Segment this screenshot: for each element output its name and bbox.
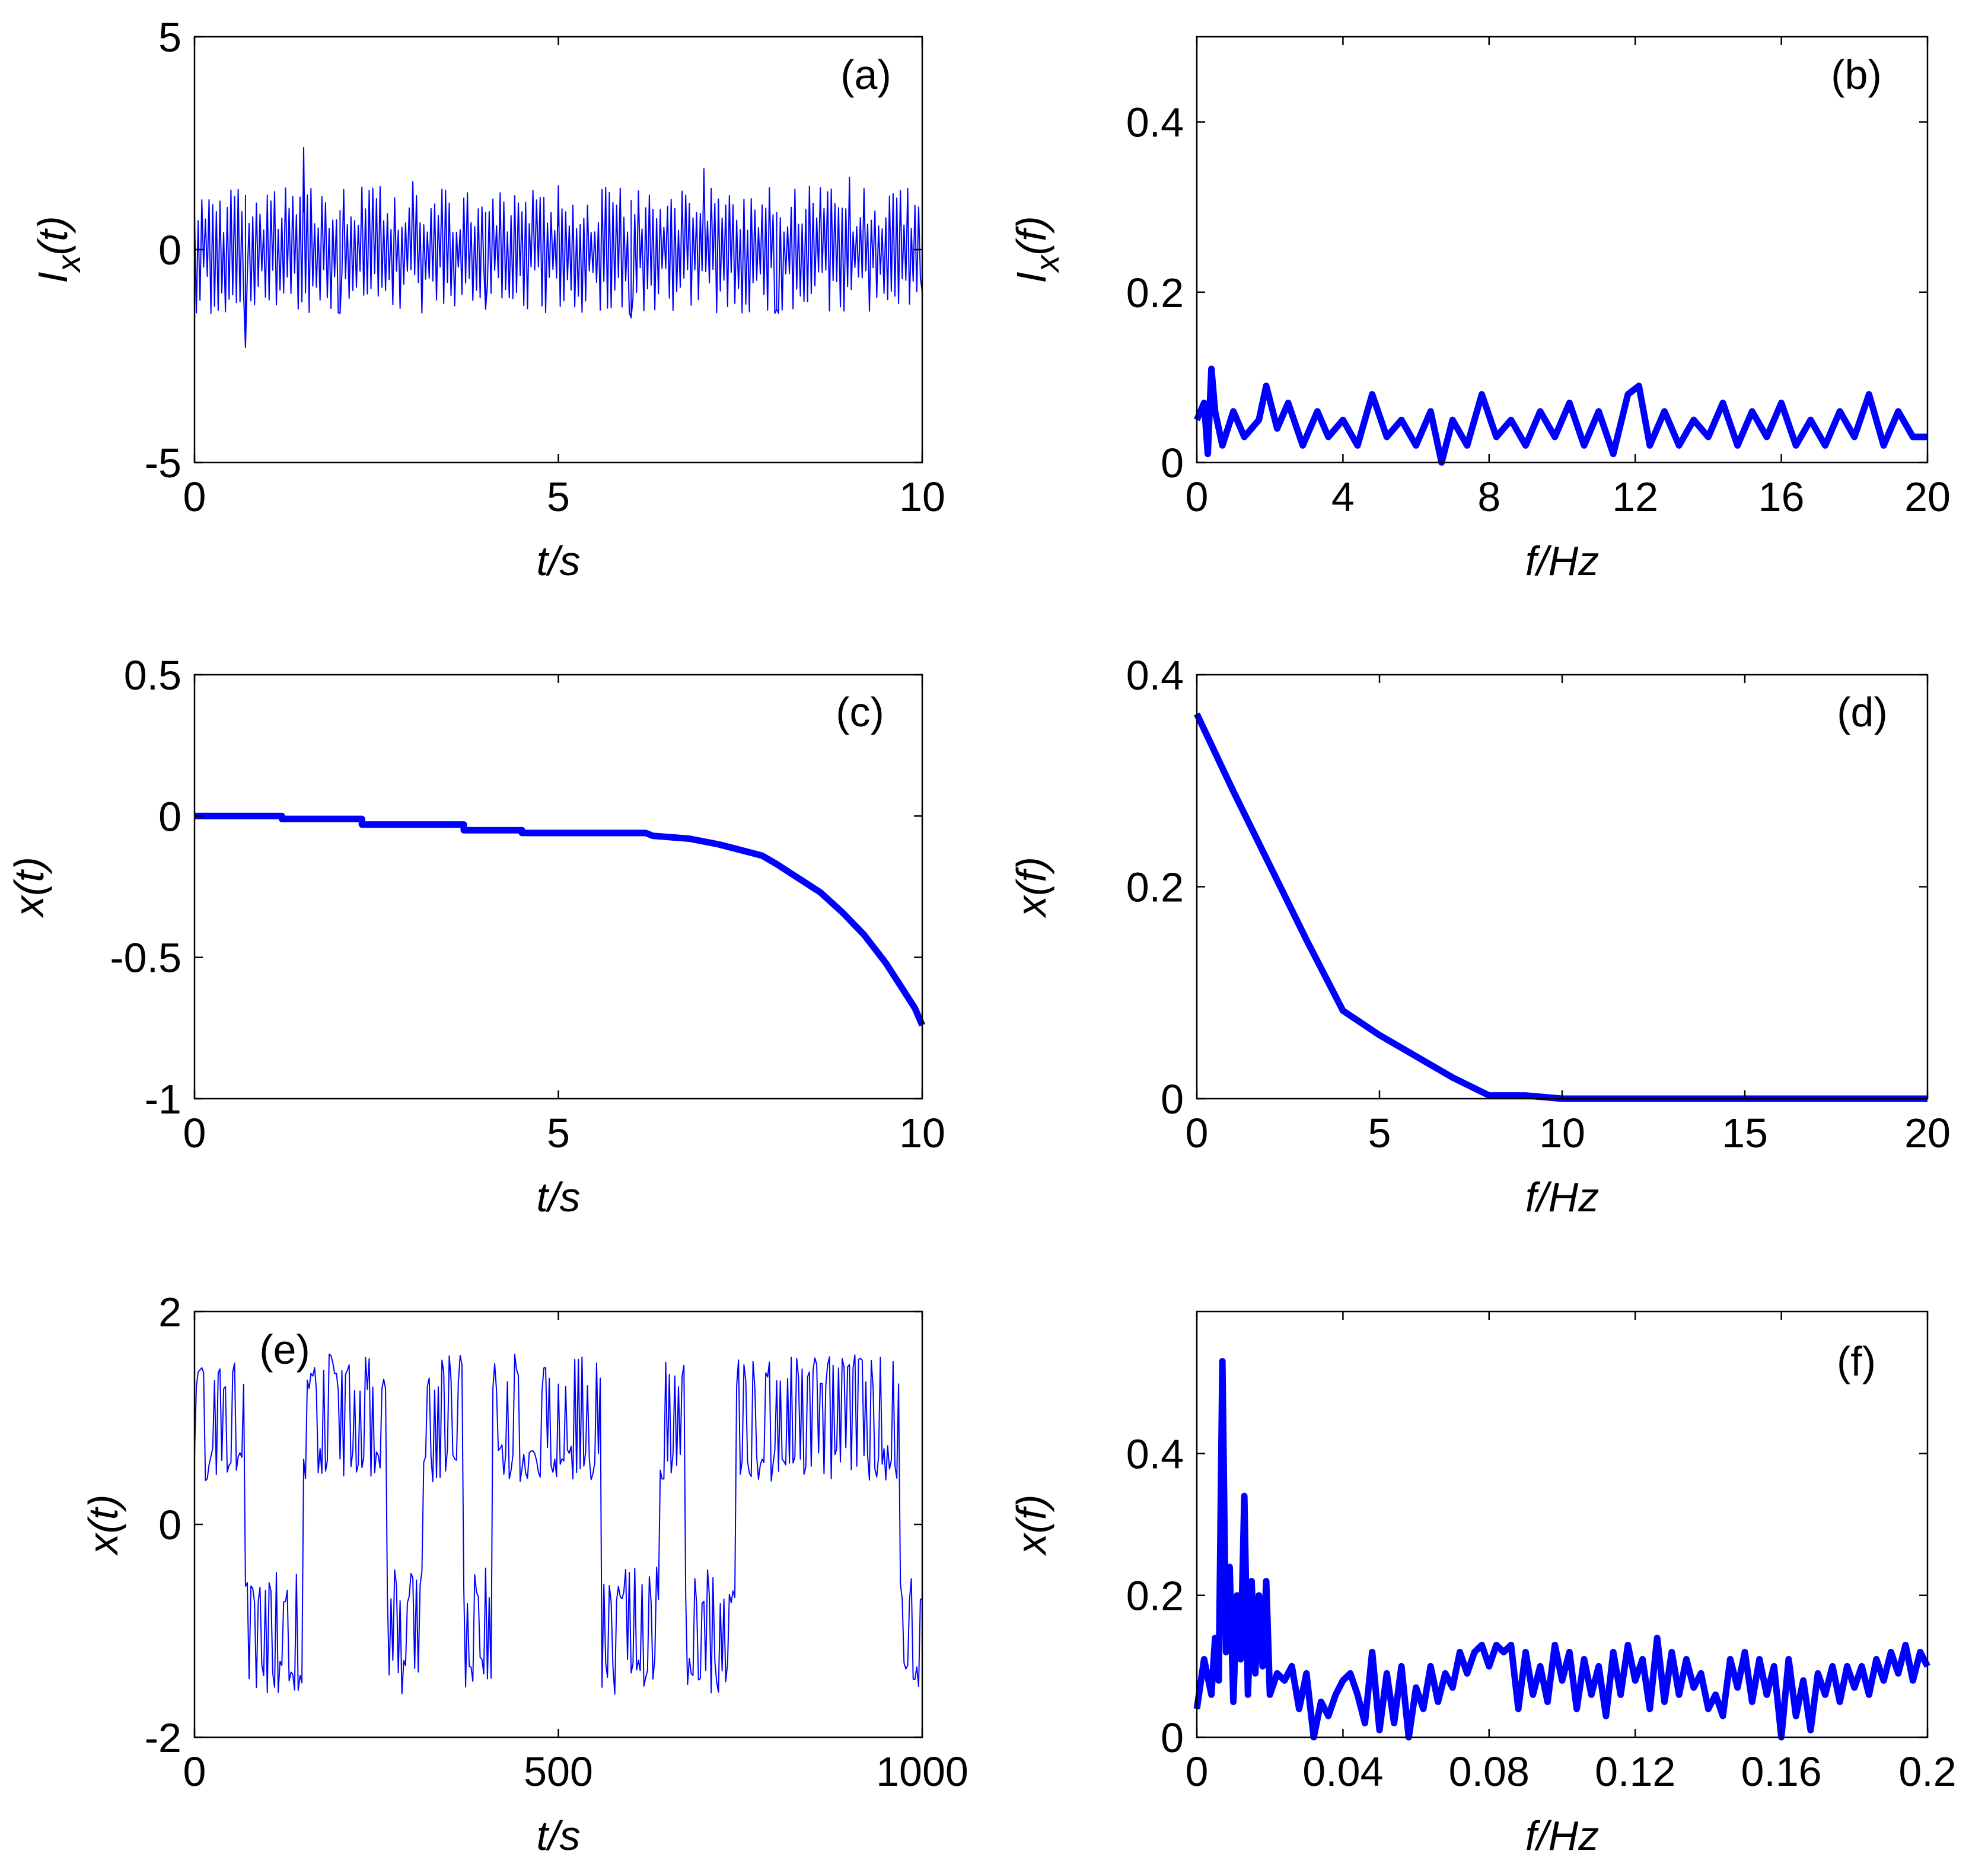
x-tick-label: 4 [1331,474,1355,520]
x-tick-label: 0 [183,1749,206,1795]
y-tick-label: 0.2 [1126,270,1184,316]
y-tick-label: 0 [158,227,181,273]
series-line-f-0 [1193,1358,1930,1741]
x-axis-label: t/s [537,1813,581,1859]
panel-c: 0 5 10 0.5 0 -0.5 -1 t/s x(t) (c) [6,652,945,1220]
axes-frame [1196,36,1929,464]
series-line-d-0 [1194,712,1927,1102]
x-tick-label: 0 [1186,1749,1209,1795]
x-tick-label: 5 [547,474,570,520]
y-tick-label: 0 [1161,1715,1184,1761]
y-axis-label: Ix(f) [1008,216,1066,283]
x-tick-label: 0.12 [1595,1749,1675,1795]
panel-tag: (e) [259,1326,310,1373]
x-tick-label: 10 [899,474,945,520]
series-line-b-0 [1193,365,1927,466]
y-axis-label: x(t) [6,857,52,918]
x-tick-label: 12 [1612,474,1658,520]
y-axis-label-arg: (f) [1008,216,1054,255]
x-tick-label: 0.2 [1898,1749,1956,1795]
y-tick-label: 0 [1161,1076,1184,1122]
y-tick-label: 0 [158,793,181,840]
panel-tag: (b) [1831,52,1882,98]
x-tick-label: 0.16 [1741,1749,1821,1795]
x-tick-label: 10 [1539,1110,1585,1156]
series-line-c-0 [195,812,926,1027]
y-axis-label-sub: x [1028,254,1066,273]
y-axis-label-arg: (f) [1008,857,1054,896]
series-line-e-0 [194,1353,923,1695]
y-tick-label: -0.5 [110,935,181,981]
x-tick-label: 0.08 [1449,1749,1530,1795]
y-axis-label-arg: (t) [6,857,52,896]
y-tick-label: 0.4 [1126,652,1184,698]
y-axis-label: x(t) [80,1494,126,1556]
series-line-a-0 [194,146,923,349]
y-tick-label: 0.4 [1126,100,1184,146]
x-tick-label: 1000 [876,1749,968,1795]
y-tick-label: 5 [158,14,181,60]
panel-f: 0 0.04 0.08 0.12 0.16 0.20.40.20f/Hzx(f)(f) [1008,1310,1957,1859]
y-tick-label: 0.4 [1126,1431,1184,1477]
x-tick-label: 5 [547,1110,570,1156]
panel-tag: (a) [840,52,891,98]
panel-tag: (f) [1837,1338,1876,1384]
axes-frame [1196,1310,1929,1738]
panel-tag: (d) [1837,689,1888,735]
panel-d: 0 5 10 15 20 0.4 0.2 0 f/Hz x(f) (d) [1008,652,1951,1220]
x-tick-label: 500 [524,1749,593,1795]
y-axis-label: x(f) [1008,857,1054,918]
y-axis-label: Ix(t) [30,216,87,283]
y-tick-label: 0.2 [1126,1573,1184,1619]
y-tick-label: 0 [1161,440,1184,486]
x-axis-label: f/Hz [1525,1813,1599,1859]
axes-frame [1196,674,1929,1100]
x-tick-label: 8 [1477,474,1500,520]
x-axis-label: f/Hz [1525,1174,1599,1220]
y-axis-label-arg: (f) [1008,1494,1054,1533]
y-axis-label-sub: x [50,254,87,273]
x-tick-label: 0 [1186,474,1209,520]
y-axis-label-base: I [1008,272,1054,283]
x-tick-label: 15 [1722,1110,1768,1156]
y-axis-label-arg: (t) [80,1494,126,1533]
x-axis-label: t/s [537,1174,581,1220]
y-tick-label: 0.2 [1126,864,1184,911]
y-axis-label-base: x [1008,1532,1054,1556]
x-tick-label: 0 [1186,1110,1209,1156]
x-tick-label: 10 [899,1110,945,1156]
x-tick-label: 0.04 [1302,1749,1383,1795]
y-axis-label-base: x [80,1532,126,1556]
y-tick-label: 0 [158,1502,181,1548]
y-tick-label: 0.5 [124,652,181,698]
x-tick-label: 0 [183,474,206,520]
x-tick-label: 0 [183,1110,206,1156]
y-tick-label: -2 [145,1715,181,1761]
x-tick-label: 20 [1904,1110,1951,1156]
y-tick-label: 2 [158,1289,181,1335]
panel-tag: (c) [836,689,884,735]
x-tick-label: 5 [1368,1110,1391,1156]
x-tick-label: 16 [1758,474,1805,520]
y-axis-label: x(f) [1008,1494,1054,1556]
y-axis-label-base: x [6,894,52,918]
panel-b: 0 4 8 12 16 20 0.4 0.2 0 f/Hz Ix(f) (b) [1008,36,1951,584]
x-tick-label: 20 [1904,474,1951,520]
x-axis-label: t/s [537,538,581,584]
y-tick-label: -1 [145,1076,181,1122]
axes-frame [193,36,923,464]
y-axis-label-base: I [30,272,76,283]
y-axis-label-base: x [1008,894,1054,918]
y-tick-label: -5 [145,440,181,486]
y-axis-label-arg: (t) [30,216,76,255]
x-axis-label: f/Hz [1525,538,1599,584]
